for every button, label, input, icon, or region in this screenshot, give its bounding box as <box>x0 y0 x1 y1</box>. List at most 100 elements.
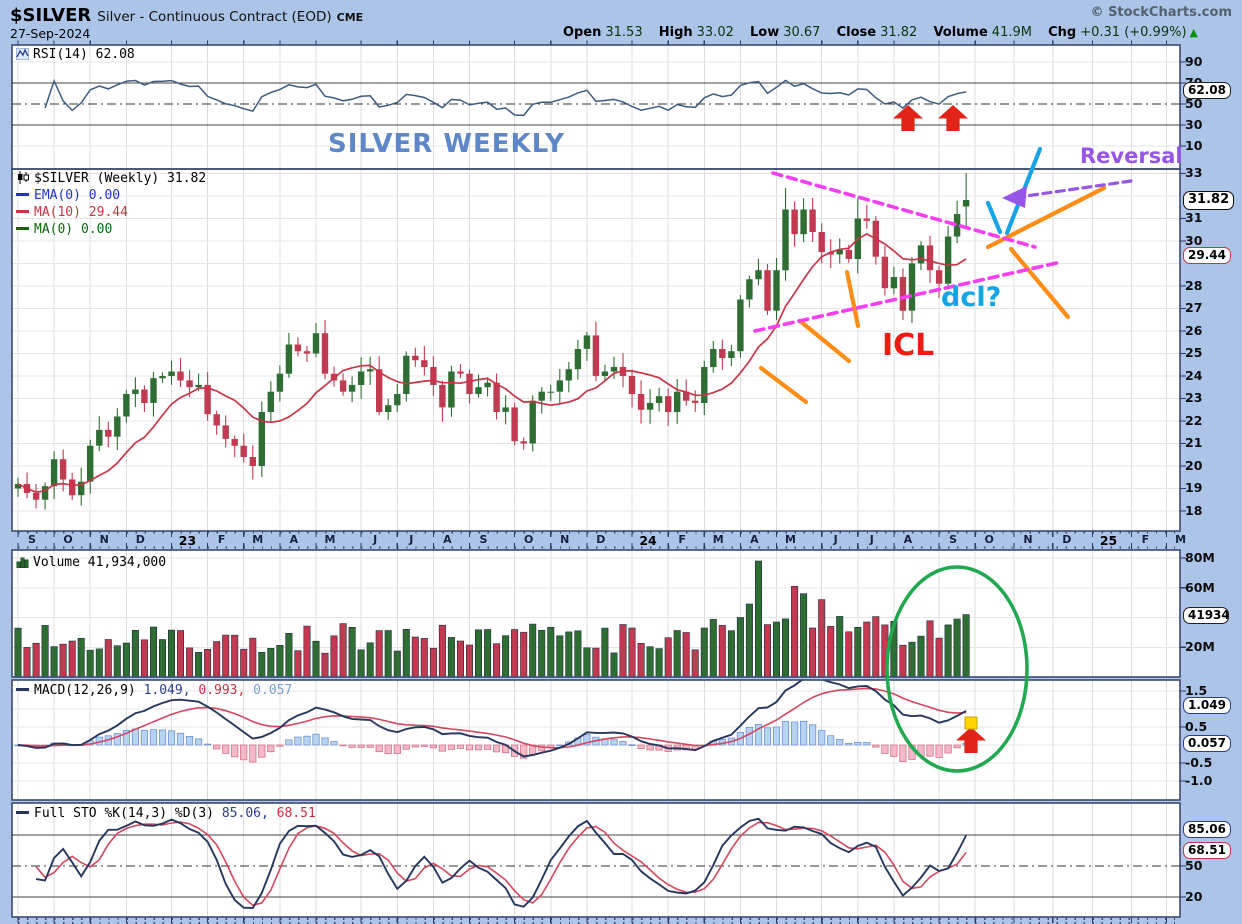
x-axis-month-label: F <box>678 533 686 546</box>
price-legend-text: $SILVER (Weekly) 31.82 <box>34 171 207 186</box>
y-axis-label: 60M <box>1185 579 1215 595</box>
x-axis-month-label: A <box>443 533 452 546</box>
magenta-upper-trendline <box>771 171 1037 249</box>
sto-k-callout: 85.06 <box>1183 821 1231 838</box>
x-axis-month-label: F <box>1141 533 1150 546</box>
y-axis-label: -0.5 <box>1185 755 1213 770</box>
x-axis-month-label: O <box>63 533 73 546</box>
chart-date: 27-Sep-2024 <box>10 26 91 41</box>
ticker-symbol: $SILVER <box>10 5 92 26</box>
macd-line-swatch <box>16 688 29 691</box>
close-label: Close <box>836 25 877 40</box>
cyan-line-short <box>985 200 1003 235</box>
y-axis-label: 0.5 <box>1185 719 1208 734</box>
red-up-arrow-rsi-1 <box>893 105 923 131</box>
sto-line-swatch <box>16 811 29 814</box>
ma10-legend-text: MA(10) 29.44 <box>34 205 128 220</box>
volume-value: 41.9M <box>991 25 1032 40</box>
low-value: 30.67 <box>783 25 821 40</box>
x-axis-month-label: N <box>99 533 109 546</box>
orange-trendline <box>985 185 1107 250</box>
green-highlight-ellipse <box>885 565 1029 773</box>
y-axis-label: 30 <box>1185 232 1203 248</box>
sto-k-line <box>35 817 967 909</box>
annotation-icl-label: ICL <box>882 328 935 363</box>
y-axis-label: 21 <box>1185 435 1203 451</box>
chart-header: $SILVER Silver - Continuous Contract (EOD… <box>10 5 363 26</box>
purple-arrowhead <box>1002 186 1027 208</box>
high-label: High <box>658 25 693 40</box>
high-value: 33.02 <box>696 25 734 40</box>
y-axis-label: 18 <box>1185 502 1203 518</box>
macd-value-2: 0.993, <box>198 683 246 698</box>
annotation-reversal-label: Reversal <box>1080 144 1183 168</box>
orange-trendline <box>797 318 852 364</box>
x-axis-ticks <box>17 40 1180 924</box>
x-axis-month-label: A <box>289 533 299 546</box>
x-axis-month-label: S <box>28 533 36 546</box>
ema-legend-text: EMA(0) 0.00 <box>34 188 121 203</box>
x-axis-month-label: J <box>869 533 874 546</box>
x-axis-month-label: S <box>949 533 958 546</box>
macd-signal-line <box>17 687 967 749</box>
ticker-description: Silver - Continuous Contract (EOD) <box>97 9 332 25</box>
sto-value-d: 68.51 <box>276 806 316 821</box>
up-triangle-icon: ▲ <box>1189 26 1198 39</box>
price-legend: $SILVER (Weekly) 31.82 EMA(0) 0.00 MA(10… <box>16 170 206 238</box>
open-label: Open <box>562 25 602 40</box>
y-axis-label: 20M <box>1185 639 1215 655</box>
ohlc-quote-row: Open 31.53 High 33.02 Low 30.67 Close 31.82 … <box>551 25 1198 40</box>
low-label: Low <box>750 25 780 40</box>
sto-legend-text: Full STO %K(14,3) %D(3) <box>34 806 215 821</box>
ma0-line-swatch <box>16 227 29 230</box>
x-axis-month-label: A <box>750 533 759 546</box>
y-axis-label: 22 <box>1185 412 1203 428</box>
y-axis-label: 23 <box>1185 390 1203 406</box>
y-axis-label: 20 <box>1185 457 1203 473</box>
volume-value-callout: 41934 <box>1183 607 1229 624</box>
y-axis-label: 28 <box>1185 277 1203 293</box>
y-axis-label: 19 <box>1185 480 1203 496</box>
ma10-value-callout: 29.44 <box>1183 247 1231 264</box>
x-axis-month-label: D <box>135 533 145 546</box>
close-value: 31.82 <box>880 25 918 40</box>
macd-value-1: 1.049, <box>143 683 191 698</box>
y-axis-label: 24 <box>1185 367 1203 383</box>
volume-legend-text: Volume 41,934,000 <box>33 555 167 570</box>
ma10-line <box>17 233 967 494</box>
red-up-arrow-macd <box>956 727 986 753</box>
yellow-square-marker <box>964 716 978 730</box>
x-axis-month-label: A <box>903 533 913 546</box>
y-axis-label: 30 <box>1185 117 1203 132</box>
ema-line-swatch <box>16 193 29 196</box>
macd-line <box>17 680 967 758</box>
red-up-arrow-rsi-2 <box>938 105 968 131</box>
orange-trendline <box>844 269 861 329</box>
macd-value-callout: 1.049 <box>1183 697 1231 714</box>
x-axis-month-label: N <box>1023 533 1033 546</box>
y-axis-label: 10 <box>1185 138 1203 153</box>
main-panel-border <box>11 168 1181 532</box>
chg-value: +0.31 (+0.99%) <box>1080 25 1187 40</box>
y-axis-label: 1.5 <box>1185 683 1208 698</box>
x-axis-month-label: D <box>596 533 606 546</box>
x-axis-month-label: M <box>1175 533 1187 546</box>
x-axis-month-label: S <box>479 533 488 546</box>
annotations <box>753 105 1133 773</box>
rsi-line <box>44 78 967 117</box>
volume-bars <box>14 560 970 677</box>
y-axis-tick-marks <box>1180 61 1186 898</box>
candlestick-icon <box>16 171 30 189</box>
sto-d-line <box>35 821 967 907</box>
vol-panel-border <box>11 549 1181 678</box>
ma10-line-swatch <box>16 210 29 213</box>
stockcharts-watermark: © StockCharts.com <box>1090 5 1232 20</box>
y-axis-label: 25 <box>1185 345 1203 361</box>
sto-d-callout: 68.51 <box>1183 842 1231 859</box>
x-axis-month-label: F <box>217 533 226 546</box>
y-axis-label: 20 <box>1185 888 1203 904</box>
x-axis-month-label: J <box>409 533 414 546</box>
x-axis-month-label: J <box>833 533 838 546</box>
x-axis-month-label: 23 <box>178 533 197 548</box>
